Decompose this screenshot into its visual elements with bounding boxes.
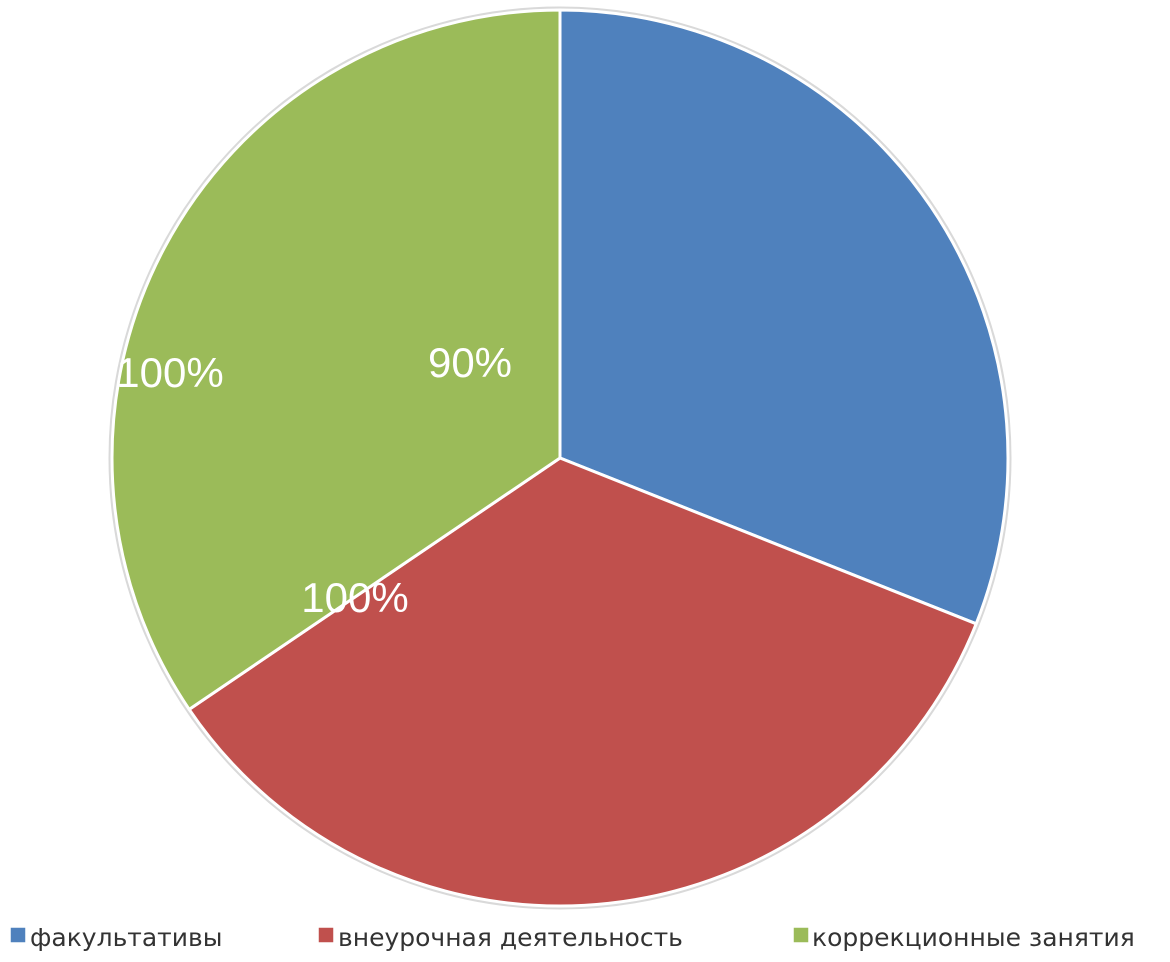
data-label-fakultativy: 90% [428, 339, 512, 386]
legend-swatch-fakultativy [9, 926, 27, 944]
pie-data-labels: 90% 100% 100% [116, 339, 512, 621]
pie-slice-fakultativy [558, 8, 1010, 626]
data-label-korrektsionnye: 100% [116, 349, 223, 396]
legend-label-fakultativy: факультативы [30, 923, 222, 952]
legend-swatch-korrektsionnye [792, 926, 810, 944]
legend-label-korrektsionnye: коррекционные занятия [812, 923, 1135, 952]
legend-item-korrektsionnye: коррекционные занятия [792, 923, 1135, 952]
pie-outline [108, 6, 1012, 910]
data-label-vneurochnaya: 100% [301, 574, 408, 621]
legend: факультативы внеурочная деятельность кор… [9, 923, 1135, 952]
legend-item-vneurochnaya: внеурочная деятельность [317, 923, 683, 952]
pie-slice-korrektsionnye [110, 8, 562, 711]
legend-item-fakultativy: факультативы [9, 923, 222, 952]
legend-label-vneurochnaya: внеурочная деятельность [338, 923, 683, 952]
pie-slices [108, 6, 1012, 910]
legend-swatch-vneurochnaya [317, 926, 335, 944]
pie-slice-vneurochnaya [187, 456, 978, 908]
